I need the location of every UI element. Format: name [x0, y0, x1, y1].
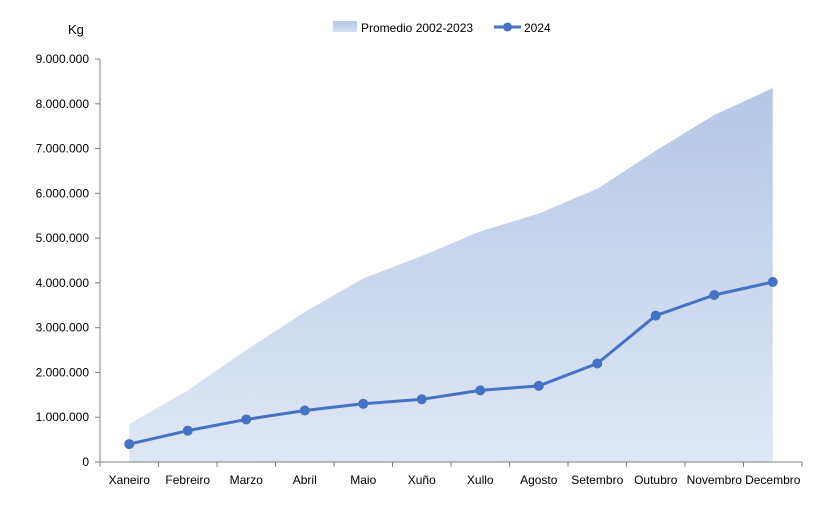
data-point-2024 [299, 405, 310, 416]
x-tick-label: Maio [350, 473, 376, 487]
x-tick-label: Febreiro [165, 473, 210, 487]
y-tick-label: 2.000.000 [36, 365, 90, 379]
legend: Promedio 2002-2023 2024 [333, 21, 551, 35]
data-point-2024 [241, 414, 252, 425]
x-tick-label: Abril [293, 473, 317, 487]
data-point-2024 [182, 425, 193, 436]
y-tick-label: 7.000.000 [36, 142, 90, 156]
legend-label-line: 2024 [524, 21, 551, 35]
area-series-promedio [129, 88, 773, 462]
data-point-2024 [650, 310, 661, 321]
y-tick-label: 9.000.000 [36, 52, 90, 66]
y-tick-label: 4.000.000 [36, 276, 90, 290]
x-tick-label: Agosto [520, 473, 558, 487]
legend-swatch-marker [503, 22, 512, 32]
x-tick-label: Setembro [571, 473, 623, 487]
x-tick-label: Outubro [634, 473, 678, 487]
data-point-2024 [592, 358, 603, 369]
x-tick-label: Decembro [745, 473, 801, 487]
data-point-2024 [709, 289, 720, 300]
y-tick-label: 5.000.000 [36, 231, 90, 245]
legend-swatch-area [333, 21, 357, 32]
y-tick-label: 0 [82, 455, 89, 469]
data-point-2024 [767, 276, 778, 287]
data-point-2024 [124, 439, 135, 450]
y-axis-label: Kg [68, 22, 84, 37]
y-tick-label: 6.000.000 [36, 186, 90, 200]
data-point-2024 [416, 394, 427, 405]
y-tick-label: 8.000.000 [36, 97, 90, 111]
x-tick-label: Xullo [467, 473, 494, 487]
x-tick-label: Xuño [408, 473, 436, 487]
y-tick-label: 3.000.000 [36, 321, 90, 335]
legend-label-area: Promedio 2002-2023 [361, 21, 473, 35]
x-tick-label: Marzo [230, 473, 264, 487]
line-series-2024 [128, 280, 774, 446]
x-tick-label: Xaneiro [109, 473, 151, 487]
data-point-2024 [533, 380, 544, 391]
x-tick-label: Novembro [687, 473, 743, 487]
y-tick-label: 1.000.000 [36, 410, 90, 424]
data-point-2024 [475, 385, 486, 396]
data-point-2024 [358, 398, 369, 409]
